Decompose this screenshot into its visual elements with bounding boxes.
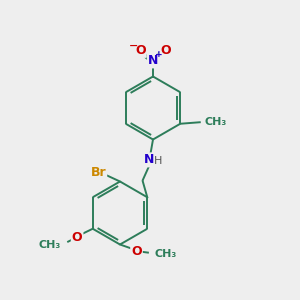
Text: N: N [148,54,158,68]
Text: CH₃: CH₃ [38,240,61,250]
Text: −: − [129,41,139,51]
Text: H: H [154,156,163,166]
Text: Br: Br [91,166,106,179]
Text: O: O [135,44,146,57]
Text: N: N [144,153,154,167]
Text: CH₃: CH₃ [154,249,177,259]
Text: CH₃: CH₃ [204,117,226,127]
Text: O: O [72,231,83,244]
Text: +: + [155,50,163,59]
Text: O: O [160,44,171,57]
Text: O: O [131,244,142,258]
